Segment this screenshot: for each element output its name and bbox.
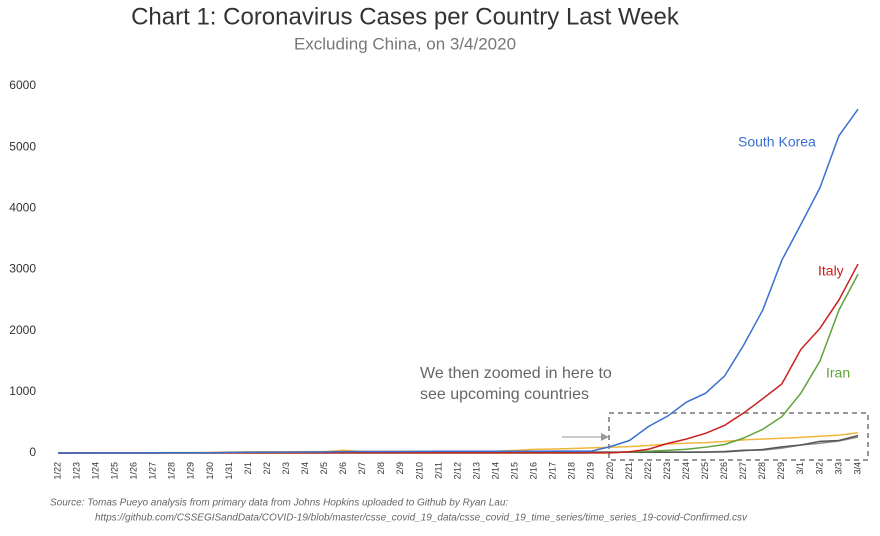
x-tick-label: 3/1 [795,462,805,475]
x-tick-label: 2/10 [414,462,424,480]
x-tick-label: 2/4 [300,462,310,475]
x-tick-label: 3/4 [852,462,862,475]
annotation: see upcoming countries [420,386,589,403]
x-tick-label: 2/5 [319,462,329,475]
x-tick-label: 2/16 [529,462,539,480]
series-label: Iran [826,365,850,381]
x-tick-label: 2/20 [605,462,615,480]
series-line [58,263,859,454]
series-line [58,108,859,454]
x-tick-label: 2/15 [510,462,520,480]
x-tick-label: 2/27 [738,462,748,480]
x-tick-label: 2/21 [624,462,634,480]
x-tick-label: 1/22 [52,462,62,480]
x-tick-label: 2/18 [567,462,577,480]
x-tick-label: 2/8 [376,462,386,475]
x-tick-label: 1/31 [224,462,234,480]
y-tick-label: 4000 [9,201,36,215]
x-tick-label: 2/26 [719,462,729,480]
x-tick-label: 2/28 [757,462,767,480]
x-tick-label: 1/29 [186,462,196,480]
x-tick-label: 2/19 [586,462,596,480]
x-tick-label: 2/17 [548,462,558,480]
annotation: We then zoomed in here to [420,365,612,382]
arrow-head [601,433,609,441]
series-label: South Korea [738,134,816,150]
source: https://github.com/CSSEGISandData/COVID-… [95,513,748,524]
x-tick-label: 2/29 [776,462,786,480]
x-tick-label: 2/22 [643,462,653,480]
x-tick-label: 2/25 [700,462,710,480]
zoom-box [608,412,869,461]
x-tick-label: 2/1 [243,462,253,475]
x-tick-label: 2/9 [395,462,405,475]
y-tick-label: 1000 [9,384,36,398]
x-tick-label: 2/6 [338,462,348,475]
x-tick-label: 1/23 [71,462,81,480]
x-tick-label: 1/26 [129,462,139,480]
x-tick-label: 1/30 [205,462,215,480]
x-tick-label: 2/7 [357,462,367,475]
x-tick-label: 2/3 [281,462,291,475]
x-tick-label: 3/2 [814,462,824,475]
source: Source: Tomas Pueyo analysis from primar… [50,498,508,509]
x-tick-label: 2/23 [662,462,672,480]
y-tick-label: 6000 [9,78,36,92]
x-tick-label: 3/3 [833,462,843,475]
series-line [58,434,859,454]
x-tick-label: 1/27 [148,462,158,480]
x-tick-label: 2/24 [681,462,691,480]
x-tick-label: 2/14 [490,462,500,480]
chart-subtitle: Excluding China, on 3/4/2020 [294,34,516,53]
y-tick-label: 2000 [9,323,36,337]
x-tick-label: 2/2 [262,462,272,475]
x-tick-label: 2/12 [452,462,462,480]
chart-title: Chart 1: Coronavirus Cases per Country L… [131,3,680,30]
series-label: Italy [818,263,844,279]
y-tick-label: 0 [29,445,36,459]
x-tick-label: 1/24 [90,462,100,480]
series-line [58,273,859,454]
x-tick-label: 1/28 [167,462,177,480]
y-tick-label: 3000 [9,262,36,276]
x-tick-label: 2/13 [471,462,481,480]
x-tick-label: 1/25 [110,462,120,480]
y-tick-label: 5000 [9,139,36,153]
x-tick-label: 2/11 [433,462,443,479]
